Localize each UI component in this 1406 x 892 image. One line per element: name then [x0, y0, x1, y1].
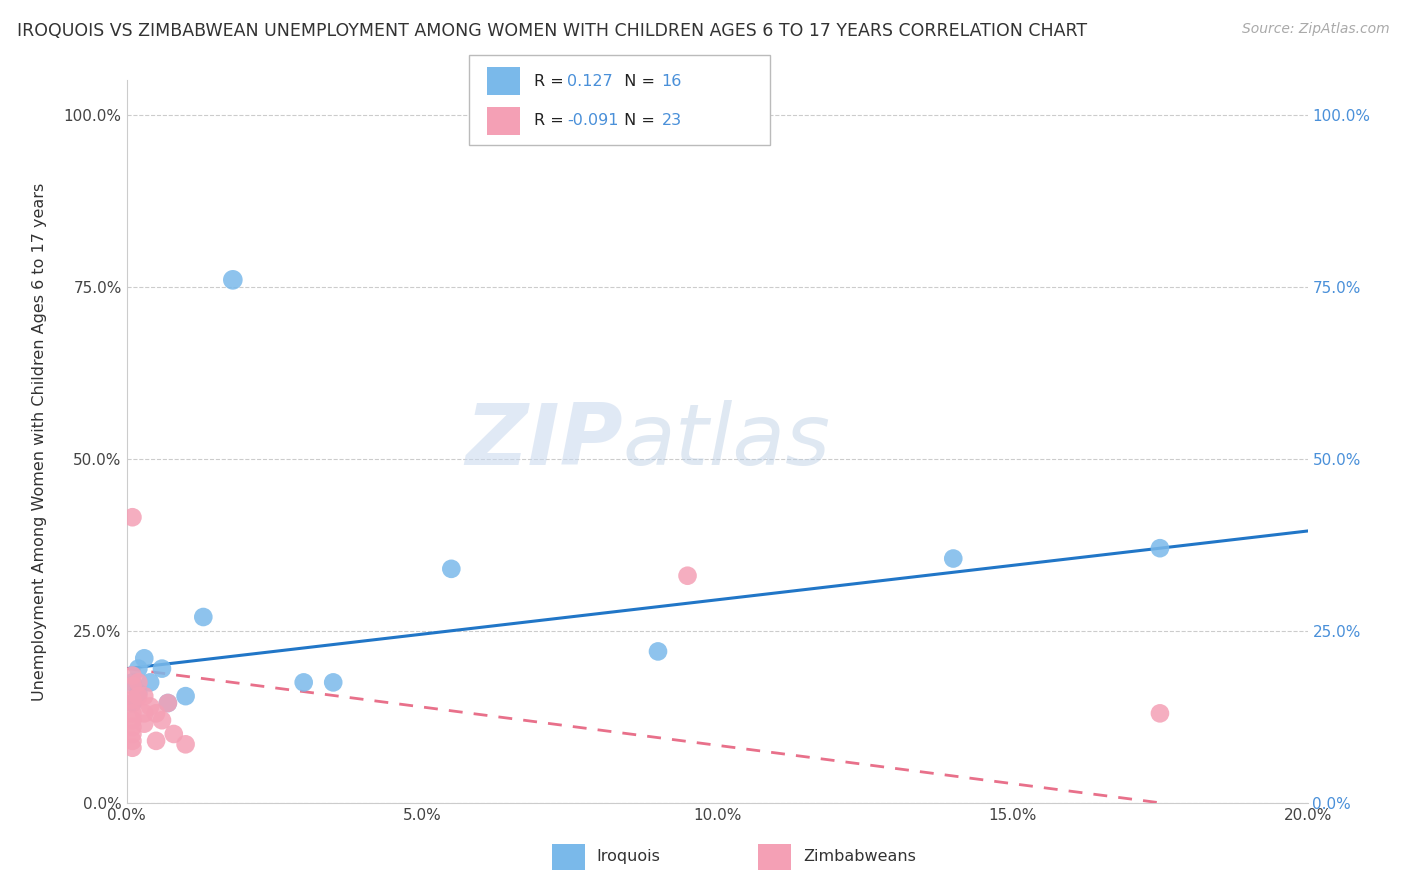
Point	[121, 679, 143, 693]
Text: R =: R =	[534, 73, 569, 88]
Text: ZIP: ZIP	[465, 400, 623, 483]
Point	[134, 716, 156, 731]
Bar	[486, 67, 520, 95]
Point	[222, 273, 245, 287]
Point	[134, 706, 156, 721]
Point	[676, 568, 699, 582]
Point	[150, 662, 173, 676]
Point	[139, 699, 162, 714]
Point	[121, 510, 143, 524]
Point	[134, 651, 156, 665]
Point	[121, 713, 143, 727]
Point	[942, 551, 965, 566]
Point	[121, 706, 143, 721]
Point	[1149, 541, 1171, 556]
Point	[134, 689, 156, 703]
Text: Zimbabweans: Zimbabweans	[803, 849, 917, 864]
Point	[517, 118, 540, 132]
Point	[174, 689, 197, 703]
Text: R =: R =	[534, 113, 569, 128]
Text: N =: N =	[614, 73, 661, 88]
Text: Iroquois: Iroquois	[596, 849, 661, 864]
Bar	[551, 844, 585, 870]
Point	[139, 675, 162, 690]
Point	[440, 562, 463, 576]
Text: atlas: atlas	[623, 400, 831, 483]
Text: -0.091: -0.091	[567, 113, 619, 128]
Point	[647, 644, 669, 658]
Point	[121, 692, 143, 706]
Point	[156, 696, 179, 710]
Point	[121, 727, 143, 741]
Y-axis label: Unemployment Among Women with Children Ages 6 to 17 years: Unemployment Among Women with Children A…	[32, 183, 46, 700]
Point	[121, 696, 143, 710]
Point	[193, 610, 215, 624]
Point	[127, 662, 149, 676]
Point	[156, 696, 179, 710]
Point	[174, 737, 197, 751]
FancyBboxPatch shape	[470, 55, 770, 145]
Bar	[758, 844, 792, 870]
Point	[150, 713, 173, 727]
Point	[163, 727, 186, 741]
Point	[1149, 706, 1171, 721]
Bar	[486, 107, 520, 135]
Text: 0.127: 0.127	[567, 73, 613, 88]
Point	[127, 689, 149, 703]
Point	[127, 675, 149, 690]
Text: IROQUOIS VS ZIMBABWEAN UNEMPLOYMENT AMONG WOMEN WITH CHILDREN AGES 6 TO 17 YEARS: IROQUOIS VS ZIMBABWEAN UNEMPLOYMENT AMON…	[17, 22, 1087, 40]
Text: Source: ZipAtlas.com: Source: ZipAtlas.com	[1241, 22, 1389, 37]
Point	[127, 686, 149, 700]
Point	[121, 675, 143, 690]
Point	[121, 668, 143, 682]
Point	[121, 740, 143, 755]
Point	[292, 675, 315, 690]
Text: N =: N =	[619, 113, 659, 128]
Point	[145, 734, 167, 748]
Text: 16: 16	[662, 73, 682, 88]
Point	[121, 720, 143, 734]
Point	[121, 734, 143, 748]
Point	[322, 675, 344, 690]
Text: 23: 23	[662, 113, 682, 128]
Point	[145, 706, 167, 721]
Point	[121, 696, 143, 710]
